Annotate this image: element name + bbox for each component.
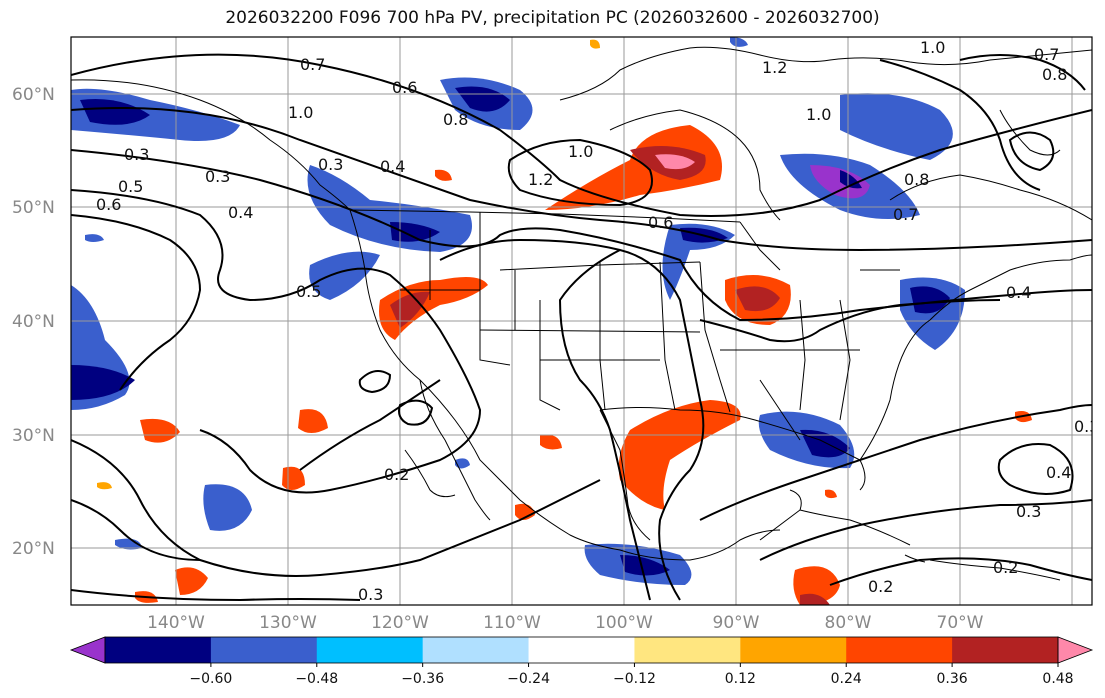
colorbar-frame <box>104 636 1059 664</box>
colorbar-segment <box>316 637 424 663</box>
colorbar-tick-label: −0.48 <box>295 671 338 687</box>
svg-text:0.4: 0.4 <box>1046 463 1071 482</box>
map-title: 2026032200 F096 700 hPa PV, precipitatio… <box>225 8 880 28</box>
colorbar-tick-label: −0.36 <box>401 671 444 687</box>
svg-text:0.3: 0.3 <box>318 155 343 174</box>
lon-label-70w: 70°W <box>937 613 984 633</box>
colorbar-tick-label: −0.60 <box>189 671 232 687</box>
svg-text:1.0: 1.0 <box>288 103 313 122</box>
svg-text:0.6: 0.6 <box>648 213 673 232</box>
svg-text:0.4: 0.4 <box>380 157 405 176</box>
colorbar-ticks: −0.60 −0.48 −0.36 −0.24 −0.12 0.12 0.24 0.36 0.4… <box>189 663 1074 687</box>
lon-label-90w: 90°W <box>713 613 760 633</box>
colorbar-segment <box>422 637 530 663</box>
svg-text:0.3: 0.3 <box>124 145 149 164</box>
svg-text:0.8: 0.8 <box>904 170 929 189</box>
lon-label-80w: 80°W <box>825 613 872 633</box>
svg-text:0.2: 0.2 <box>384 465 409 484</box>
svg-text:0.8: 0.8 <box>443 110 468 129</box>
svg-text:1.2: 1.2 <box>528 170 553 189</box>
colorbar-tick-label: 0.12 <box>725 671 756 687</box>
coastlines <box>71 46 1092 581</box>
lon-label-130w: 130°W <box>259 613 317 633</box>
colorbar-segment <box>528 637 635 663</box>
colorbar-segments <box>69 636 1094 664</box>
colorbar-extend-low <box>69 636 106 664</box>
lat-label-20: 20°N <box>12 539 55 559</box>
svg-text:0.8: 0.8 <box>1042 65 1067 84</box>
lon-label-140w: 140°W <box>147 613 205 633</box>
svg-text:0.3: 0.3 <box>205 167 230 186</box>
colorbar-segment <box>846 637 953 663</box>
lat-label-60: 60°N <box>12 85 55 105</box>
lat-label-30: 30°N <box>12 426 55 446</box>
svg-text:0.4: 0.4 <box>228 203 253 222</box>
map-frame <box>70 36 1093 606</box>
colorbar-tick-label: 0.24 <box>831 671 862 687</box>
lon-label-100w: 100°W <box>595 613 653 633</box>
colorbar-extend-high <box>1057 636 1094 664</box>
colorbar-segment <box>210 637 318 663</box>
lon-label-110w: 110°W <box>483 613 541 633</box>
svg-text:0.3: 0.3 <box>358 585 383 604</box>
lat-label-50: 50°N <box>12 198 55 218</box>
lat-label-40: 40°N <box>12 312 55 332</box>
colorbar-tick-label: 0.48 <box>1042 671 1073 687</box>
colorbar-segment <box>105 637 212 663</box>
svg-text:1.0: 1.0 <box>806 105 831 124</box>
colorbar-tick-label: −0.24 <box>507 671 550 687</box>
svg-text:0.2: 0.2 <box>993 558 1018 577</box>
pv-contours <box>71 53 1092 602</box>
svg-text:0.2: 0.2 <box>868 577 893 596</box>
svg-text:1.0: 1.0 <box>568 142 593 161</box>
colorbar-tick-label: −0.12 <box>613 671 656 687</box>
colorbar-segment <box>952 637 1059 663</box>
svg-text:0.7: 0.7 <box>1034 45 1059 64</box>
svg-text:0.3: 0.3 <box>1016 502 1041 521</box>
svg-text:0.4: 0.4 <box>1006 283 1031 302</box>
lon-label-120w: 120°W <box>371 613 429 633</box>
svg-text:0.3: 0.3 <box>1074 417 1099 436</box>
colorbar-segment <box>740 637 847 663</box>
svg-text:1.0: 1.0 <box>920 38 945 57</box>
svg-text:0.5: 0.5 <box>118 177 143 196</box>
latitude-labels: 60°N 50°N 40°N 30°N 20°N <box>12 85 55 559</box>
longitude-labels: 140°W 130°W 120°W 110°W 100°W 90°W 80°W … <box>147 613 984 633</box>
svg-text:0.7: 0.7 <box>893 205 918 224</box>
colorbar: −0.60 −0.48 −0.36 −0.24 −0.12 0.12 0.24 0.36 0.4… <box>69 636 1094 687</box>
svg-text:0.7: 0.7 <box>300 55 325 74</box>
colorbar-segment <box>634 637 741 663</box>
svg-text:0.5: 0.5 <box>296 282 321 301</box>
svg-text:1.2: 1.2 <box>762 58 787 77</box>
svg-text:0.6: 0.6 <box>96 195 121 214</box>
colorbar-tick-label: 0.36 <box>937 671 968 687</box>
graticule <box>71 37 1092 605</box>
contour-labels: 0.7 0.6 1.0 0.8 1.2 1.0 0.3 0.3 0.5 0.6 … <box>96 38 1099 604</box>
map-plot-area: 0.7 0.6 1.0 0.8 1.2 1.0 0.3 0.3 0.5 0.6 … <box>71 37 1099 605</box>
svg-text:0.6: 0.6 <box>392 78 417 97</box>
